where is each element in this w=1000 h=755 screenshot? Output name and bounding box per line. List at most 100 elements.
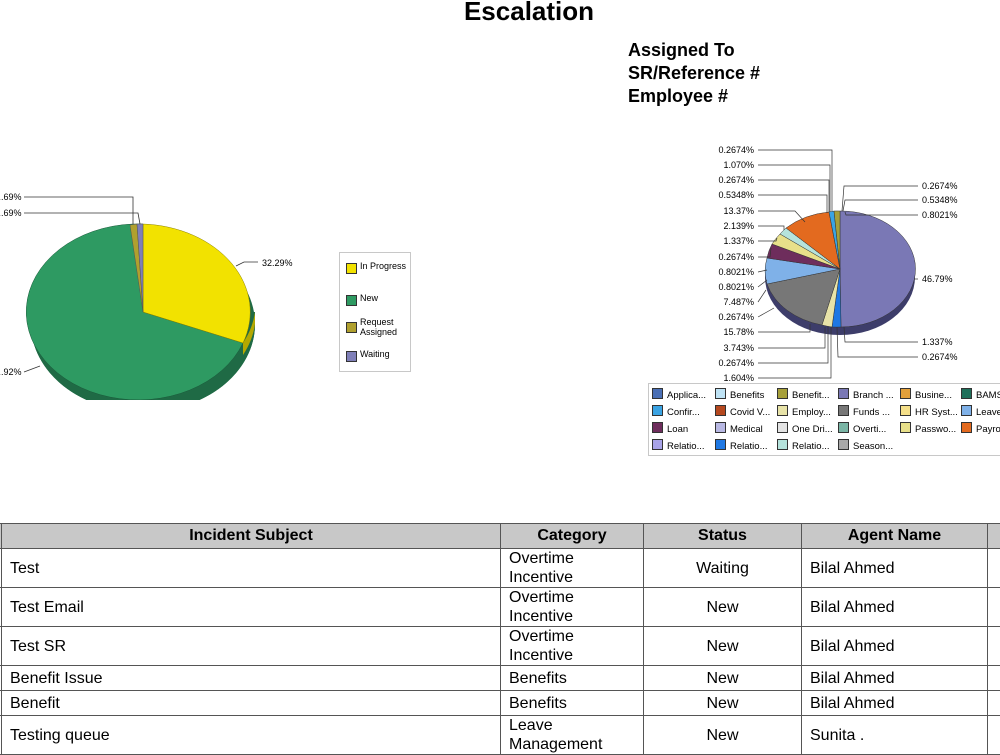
status-pie-chart: 32.29% ...92% ...69% ...69% bbox=[0, 180, 340, 400]
category-label: 13.37% bbox=[723, 206, 754, 216]
category-label: 1.604% bbox=[723, 373, 754, 383]
category-right-labels: 0.2674% 0.5348% 0.8021% 46.79% 1.337% 0.… bbox=[922, 181, 958, 362]
legend-swatch bbox=[900, 422, 911, 433]
legend-item: Benefit... bbox=[777, 388, 830, 401]
cell-subject[interactable]: Benefit bbox=[2, 691, 501, 716]
subtitle-sr-reference: SR/Reference # bbox=[628, 62, 760, 85]
category-label: 1.337% bbox=[922, 337, 953, 347]
legend-swatch bbox=[346, 351, 357, 362]
cell-category: Benefits bbox=[501, 666, 644, 691]
legend-item: Branch ... bbox=[838, 388, 894, 401]
category-label: 0.2674% bbox=[922, 352, 958, 362]
category-label: 0.2674% bbox=[922, 181, 958, 191]
category-label: 0.2674% bbox=[718, 252, 754, 262]
cell-subject[interactable]: Test SR bbox=[2, 627, 501, 666]
category-label: 0.2674% bbox=[718, 145, 754, 155]
table-row[interactable]: Test Email Overtime Incentive New Bilal … bbox=[0, 588, 1000, 627]
legend-item: Passwo... bbox=[900, 422, 956, 435]
cell-category: Overtime Incentive bbox=[501, 627, 644, 666]
table-row[interactable]: Benefit Issue Benefits New Bilal Ahmed bbox=[0, 666, 1000, 691]
table-row[interactable]: Benefit Benefits New Bilal Ahmed bbox=[0, 691, 1000, 716]
legend-swatch bbox=[838, 388, 849, 399]
legend-item: Covid V... bbox=[715, 405, 770, 418]
category-left-labels: 0.2674% 1.070% 0.2674% 0.5348% 13.37% 2.… bbox=[718, 145, 754, 383]
cell-category: Benefits bbox=[501, 691, 644, 716]
legend-item: Overti... bbox=[838, 422, 886, 435]
category-label: 15.78% bbox=[723, 327, 754, 337]
legend-item: Employ... bbox=[777, 405, 831, 418]
legend-item: Funds ... bbox=[838, 405, 890, 418]
category-label: 0.2674% bbox=[718, 175, 754, 185]
column-header-blank bbox=[988, 524, 1000, 549]
legend-swatch bbox=[652, 388, 663, 399]
cell-subject[interactable]: Benefit Issue bbox=[2, 666, 501, 691]
legend-swatch bbox=[715, 422, 726, 433]
legend-swatch bbox=[777, 439, 788, 450]
table-row[interactable]: Test Overtime Incentive Waiting Bilal Ah… bbox=[0, 549, 1000, 588]
cell-status: New bbox=[644, 691, 802, 716]
cell-agent: Bilal Ahmed bbox=[802, 627, 988, 666]
legend-swatch bbox=[777, 422, 788, 433]
category-label: 0.8021% bbox=[718, 267, 754, 277]
category-label: 0.8021% bbox=[922, 210, 958, 220]
category-pie-slices bbox=[765, 211, 915, 327]
category-label: 0.5348% bbox=[718, 190, 754, 200]
category-label: 0.8021% bbox=[718, 282, 754, 292]
report-subtitle: Assigned To SR/Reference # Employee # bbox=[628, 39, 760, 108]
legend-swatch bbox=[652, 422, 663, 433]
cell-agent: Bilal Ahmed bbox=[802, 588, 988, 627]
legend-swatch bbox=[961, 422, 972, 433]
cell-agent: Bilal Ahmed bbox=[802, 549, 988, 588]
legend-swatch bbox=[838, 422, 849, 433]
cell-agent: Sunita . bbox=[802, 716, 988, 755]
status-label-request-assigned: ...69% bbox=[0, 192, 22, 202]
legend-swatch bbox=[961, 388, 972, 399]
table-header-row: Incident Subject Category Status Agent N… bbox=[0, 524, 1000, 549]
legend-swatch bbox=[715, 439, 726, 450]
column-header-category[interactable]: Category bbox=[501, 524, 644, 549]
category-label: 0.2674% bbox=[718, 358, 754, 368]
incident-table: Incident Subject Category Status Agent N… bbox=[0, 523, 1000, 755]
category-label: 7.487% bbox=[723, 297, 754, 307]
legend-swatch bbox=[838, 405, 849, 416]
cell-category: Overtime Incentive bbox=[501, 549, 644, 588]
legend-item: Season... bbox=[838, 439, 893, 452]
legend-item: Relatio... bbox=[715, 439, 768, 452]
legend-swatch bbox=[900, 405, 911, 416]
category-label: 0.5348% bbox=[922, 195, 958, 205]
table-row[interactable]: Test SR Overtime Incentive New Bilal Ahm… bbox=[0, 627, 1000, 666]
cell-agent: Bilal Ahmed bbox=[802, 691, 988, 716]
subtitle-employee: Employee # bbox=[628, 85, 760, 108]
legend-swatch bbox=[715, 388, 726, 399]
legend-item: One Dri... bbox=[777, 422, 833, 435]
table-row[interactable]: Testing queue Leave Management New Sunit… bbox=[0, 716, 1000, 755]
category-legend: Applica... Benefits Benefit... Branch ..… bbox=[648, 383, 1000, 456]
cell-subject[interactable]: Test Email bbox=[2, 588, 501, 627]
legend-swatch bbox=[346, 322, 357, 333]
legend-item: Confir... bbox=[652, 405, 700, 418]
legend-swatch bbox=[900, 388, 911, 399]
cell-agent: Bilal Ahmed bbox=[802, 666, 988, 691]
legend-item: Payro bbox=[961, 422, 1000, 435]
column-header-status[interactable]: Status bbox=[644, 524, 802, 549]
status-legend: In Progress New Request Assigned Waiting bbox=[339, 252, 411, 372]
status-label-new: ...92% bbox=[0, 367, 22, 377]
category-label: 46.79% bbox=[922, 274, 953, 284]
legend-swatch bbox=[346, 295, 357, 306]
legend-item: Busine... bbox=[900, 388, 952, 401]
legend-swatch bbox=[838, 439, 849, 450]
legend-item: Loan bbox=[652, 422, 688, 435]
legend-swatch bbox=[346, 263, 357, 274]
cell-subject[interactable]: Testing queue bbox=[2, 716, 501, 755]
cell-category: Leave Management bbox=[501, 716, 644, 755]
category-label: 1.070% bbox=[723, 160, 754, 170]
status-label-waiting: ...69% bbox=[0, 208, 22, 218]
legend-item: Leave bbox=[961, 405, 1000, 418]
column-header-agent[interactable]: Agent Name bbox=[802, 524, 988, 549]
cell-status: New bbox=[644, 716, 802, 755]
category-label: 0.2674% bbox=[718, 312, 754, 322]
cell-subject[interactable]: Test bbox=[2, 549, 501, 588]
cell-status: New bbox=[644, 627, 802, 666]
legend-item: Benefits bbox=[715, 388, 764, 401]
column-header-subject[interactable]: Incident Subject bbox=[2, 524, 501, 549]
